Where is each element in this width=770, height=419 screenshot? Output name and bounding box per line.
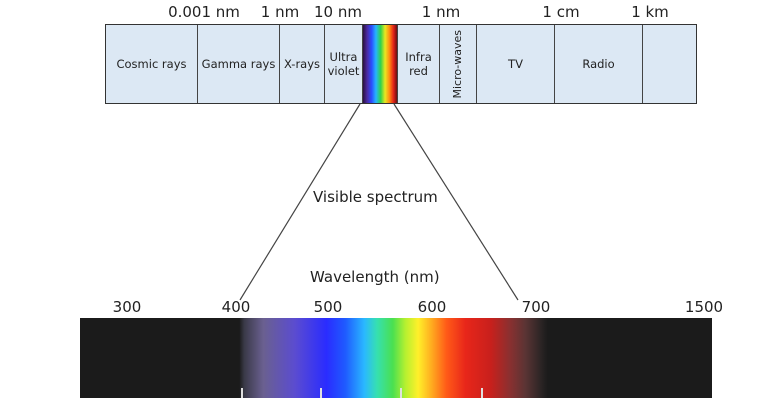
connector-line-left: [239, 103, 361, 301]
band-cosmic-rays: Cosmic rays: [106, 25, 198, 103]
spectrum-tick: [320, 388, 322, 398]
wavelength-label-400: 400: [221, 298, 251, 316]
scale-label-10nm: 10 nm: [314, 3, 362, 21]
band-x-rays: X-rays: [280, 25, 325, 103]
wavelength-label-600: 600: [417, 298, 447, 316]
wavelength-label-300: 300: [112, 298, 142, 316]
visible-spectrum-bar: [80, 318, 712, 398]
connector-line-right: [393, 103, 519, 301]
spectrum-tick: [400, 388, 402, 398]
scale-label-1nm-b: 1 nm: [421, 3, 461, 21]
band-visible: [363, 25, 398, 103]
em-band-strip: Cosmic rays Gamma rays X-rays Ultra viol…: [105, 24, 697, 104]
scale-label-1nm: 1 nm: [260, 3, 300, 21]
wavelength-label-700: 700: [521, 298, 551, 316]
scale-label-0001nm: 0.001 nm: [168, 3, 240, 21]
wavelength-label-500: 500: [313, 298, 343, 316]
band-infrared: Infra red: [398, 25, 440, 103]
band-gamma-rays: Gamma rays: [198, 25, 280, 103]
scale-label-1cm: 1 cm: [542, 3, 580, 21]
scale-label-1km: 1 km: [631, 3, 669, 21]
spectrum-tick: [241, 388, 243, 398]
wavelength-title: Wavelength (nm): [310, 268, 440, 286]
band-tv: TV: [477, 25, 555, 103]
band-ultraviolet: Ultra violet: [325, 25, 363, 103]
wavelength-label-1500: 1500: [684, 298, 724, 316]
visible-spectrum-label: Visible spectrum: [313, 188, 438, 206]
spectrum-tick: [481, 388, 483, 398]
band-microwaves: Micro-waves: [440, 25, 477, 103]
band-radio: Radio: [555, 25, 643, 103]
